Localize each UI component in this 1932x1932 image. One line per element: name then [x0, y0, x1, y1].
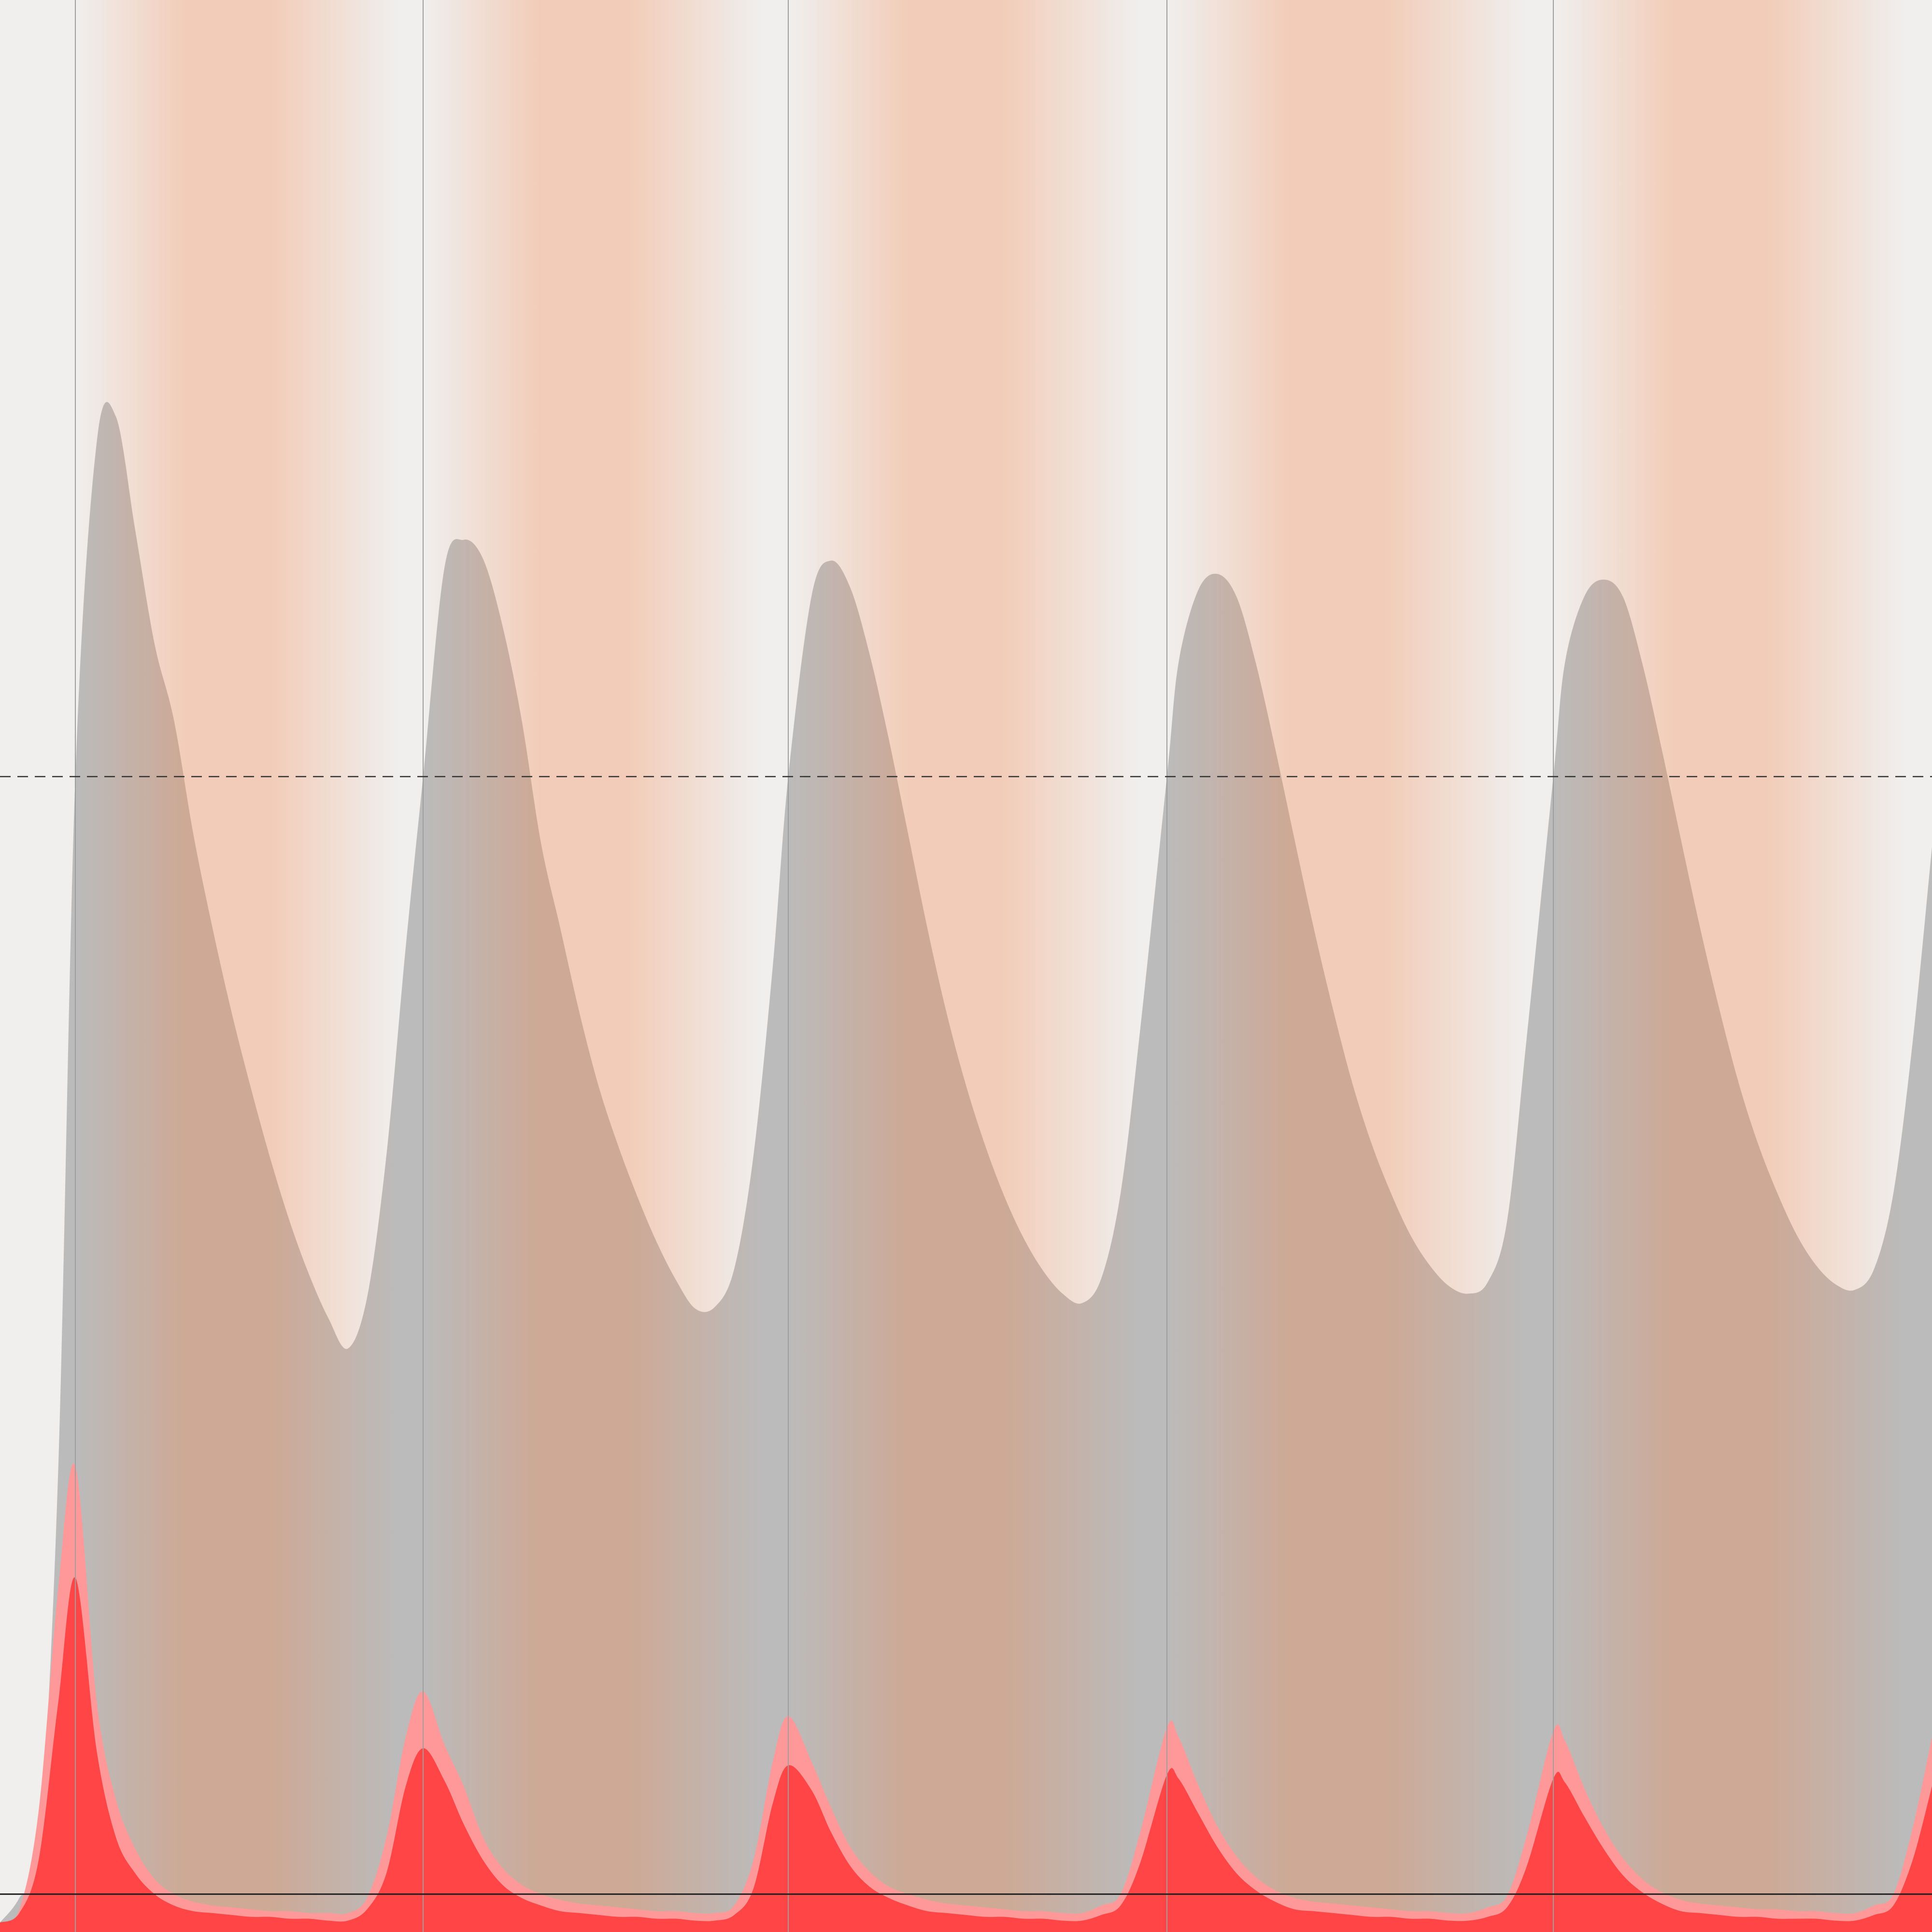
- shaded-band: [788, 0, 1167, 1932]
- shaded-band: [75, 0, 423, 1932]
- shaded-band: [1553, 0, 1932, 1932]
- shaded-band: [423, 0, 788, 1932]
- shaded-band: [1167, 0, 1553, 1932]
